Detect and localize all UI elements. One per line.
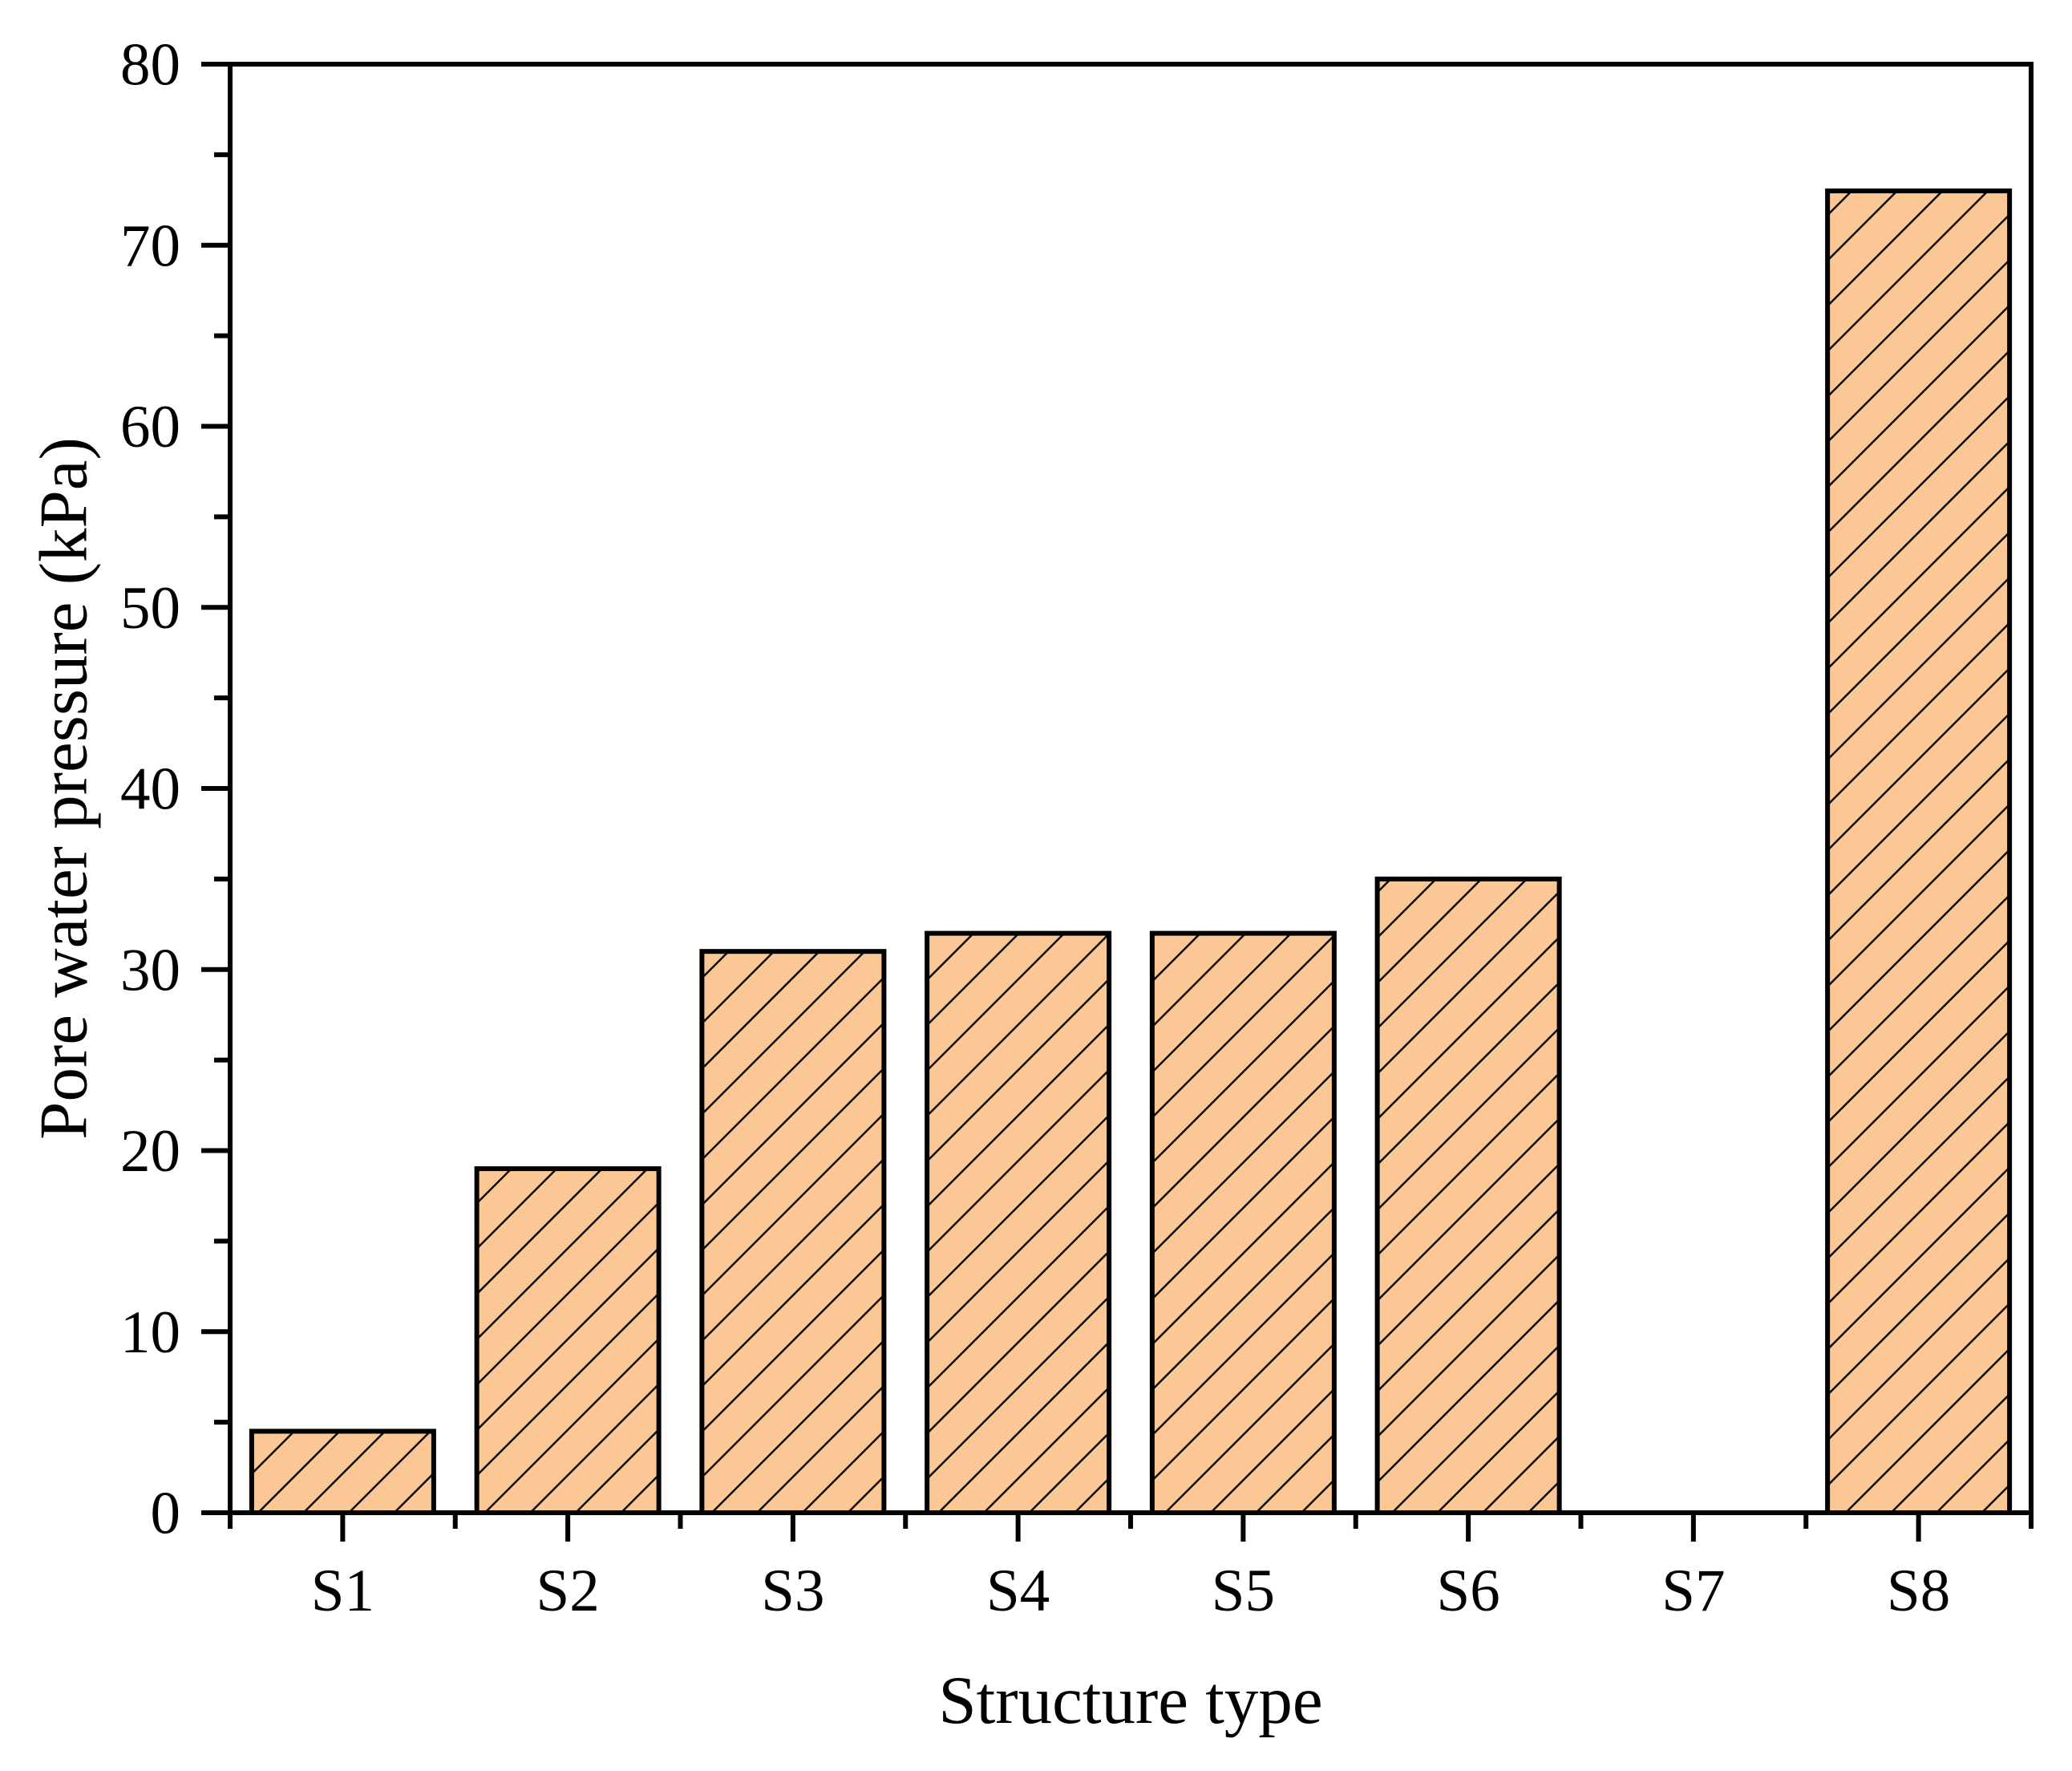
y-axis-title: Pore water pressure (kPa) [26,437,102,1140]
y-tick-label: 80 [120,32,180,99]
y-tick-label: 40 [120,756,180,823]
y-tick-label: 10 [120,1299,180,1366]
bar-S3 [699,949,887,1516]
bar-S4 [925,930,1112,1515]
x-tick-label: S7 [1661,1558,1725,1624]
x-tick-label: S2 [536,1558,600,1624]
x-tick-label: S3 [761,1558,824,1624]
y-tick-label: 60 [120,394,180,460]
y-tick-label: 20 [120,1118,180,1185]
y-tick-label: 0 [151,1481,181,1547]
x-tick-label: S5 [1212,1558,1275,1624]
y-tick-label: 30 [120,937,180,1003]
bar-S6 [1374,876,1562,1515]
bar-S1 [249,1429,436,1515]
x-tick-label: S8 [1887,1558,1950,1624]
y-tick-label: 70 [120,213,180,279]
bar-S8 [1825,188,2013,1515]
y-tick-label: 50 [120,575,180,642]
bar-S5 [1149,930,1337,1515]
x-tick-label: S1 [311,1558,374,1624]
x-axis-title: Structure type [938,1663,1323,1738]
x-tick-label: S4 [986,1558,1050,1624]
bar-S2 [474,1166,662,1515]
x-tick-label: S6 [1437,1558,1500,1624]
